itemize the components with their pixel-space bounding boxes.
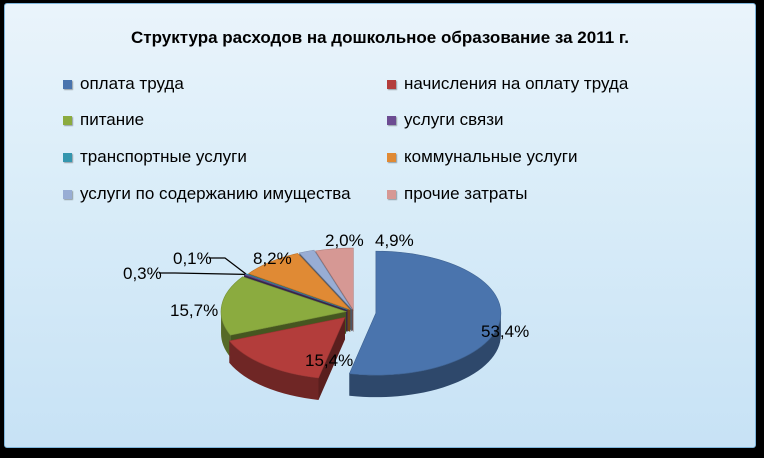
legend-item-property-maintenance: услуги по содержанию имущества <box>63 182 351 206</box>
data-label: 8,2% <box>253 249 292 268</box>
data-label: 0,3% <box>123 264 162 283</box>
legend-item-wage-accruals: начисления на оплату труда <box>387 72 628 96</box>
legend-label: услуги по содержанию имущества <box>80 184 351 203</box>
legend-item-transport: транспортные услуги <box>63 145 247 169</box>
data-label: 4,9% <box>375 231 414 250</box>
pie-slice <box>348 250 502 376</box>
legend-swatch <box>63 115 72 125</box>
data-label: 2,0% <box>325 231 364 250</box>
pie-chart: 53,4% 15,4% 15,7% 0,3% 0,1% 8,2% 2,0% 4,9% <box>123 231 529 400</box>
legend-item-wages: оплата труда <box>63 72 184 96</box>
legend-swatch <box>63 189 72 199</box>
legend-label: транспортные услуги <box>80 147 247 166</box>
legend-item-food: питание <box>63 108 144 132</box>
legend-swatch <box>387 189 396 199</box>
leader-line <box>159 272 245 275</box>
chart-title: Структура расходов на дошкольное образов… <box>130 28 630 47</box>
legend-swatch <box>387 115 396 125</box>
chart-area: Структура расходов на дошкольное образов… <box>4 3 756 448</box>
pie-slice <box>247 253 351 310</box>
data-label: 15,7% <box>170 301 218 320</box>
pie-slice <box>228 316 346 379</box>
legend-swatch <box>387 152 396 162</box>
leader-line <box>209 257 247 275</box>
data-label: 53,4% <box>481 322 529 341</box>
legend-label: услуги связи <box>404 110 504 129</box>
legend-swatch <box>63 79 72 89</box>
legend-item-communication: услуги связи <box>387 108 504 132</box>
legend-swatch <box>387 79 396 89</box>
pie-tops <box>220 247 502 379</box>
legend-label: оплата труда <box>80 74 184 93</box>
legend-swatch <box>63 152 72 162</box>
legend-label: питание <box>80 110 145 129</box>
legend-label: начисления на оплату труда <box>404 74 629 93</box>
legend-item-other-costs: прочие затраты <box>387 182 527 206</box>
pie-slice <box>298 249 353 310</box>
data-label: 15,4% <box>305 351 353 370</box>
legend-label: коммунальные услуги <box>404 147 578 166</box>
data-label: 0,1% <box>173 249 212 268</box>
legend-item-utilities: коммунальные услуги <box>387 145 577 169</box>
legend-label: прочие затраты <box>404 184 528 203</box>
pie-slice <box>315 247 354 312</box>
pie-slice <box>220 276 348 336</box>
